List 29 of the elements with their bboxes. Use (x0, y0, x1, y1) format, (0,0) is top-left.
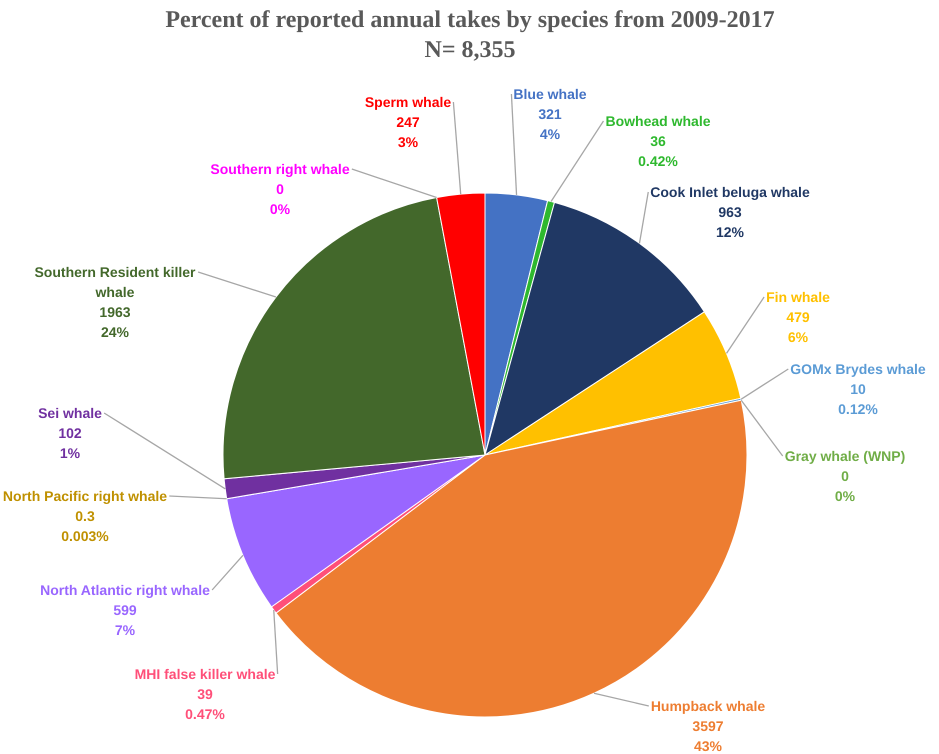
data-label: 247 3% (396, 114, 420, 150)
slice-label: Cook Inlet beluga whale (650, 184, 810, 200)
data-label: 102 1% (58, 425, 82, 461)
slice-label: Sperm whale (364, 94, 452, 110)
slice-label: Southern Resident killer whale (34, 264, 196, 300)
data-label: 3597 43% (692, 718, 724, 754)
data-label: 963 12% (716, 204, 745, 240)
data-label: 39 0.47% (185, 686, 226, 722)
slice-label: Blue whale (513, 86, 587, 102)
data-label: 599 7% (113, 602, 137, 638)
category-label: Southern right whale (210, 161, 350, 177)
text: 0 0% (834, 468, 856, 504)
slice-label: Sei whale (38, 405, 102, 421)
slice-label: MHI false killer whale (134, 666, 276, 682)
slice-label: Humpback whale (650, 698, 766, 714)
slice-label: North Atlantic right whale (40, 582, 210, 598)
chart-title: Percent of reported annual takes by species from 2009-2017 N= 8,355 (165, 7, 775, 63)
slice-label: North Pacific right whale (2, 488, 168, 504)
data-label: 36 0.42% (638, 133, 678, 169)
data-label: 0.3 0.003% (61, 508, 110, 544)
category-label: Gray whale (WNP) (784, 448, 906, 464)
slice-label: Bowhead whale (605, 113, 711, 129)
text: 0 0% (270, 181, 290, 217)
slice-label: GOMx Brydes whale (790, 361, 926, 377)
data-label: 1963 24% (99, 304, 131, 340)
data-label: 321 4% (538, 106, 562, 142)
data-label: 479 6% (786, 309, 810, 345)
data-label: 10 0.12% (838, 381, 878, 417)
slice-label: Fin whale (766, 289, 830, 305)
